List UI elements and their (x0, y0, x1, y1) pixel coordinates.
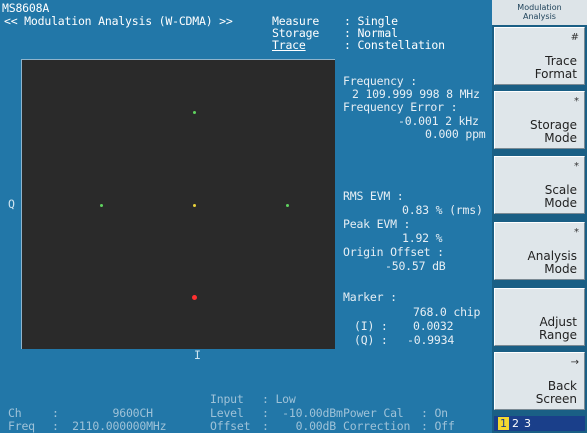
marker-point (191, 294, 197, 300)
constellation-point (192, 203, 196, 207)
analysis-mode-softkey[interactable]: * Analysis Mode (494, 222, 585, 280)
marker-chip: 768.0 chip (413, 305, 481, 319)
correction-label: Correction (343, 419, 411, 433)
marker-label: Marker : (343, 290, 397, 304)
scale-mode-softkey[interactable]: * Scale Mode (494, 156, 585, 214)
freq-error-khz: -0.001 2 kHz (398, 114, 479, 128)
arrow-right-icon: → (570, 357, 579, 368)
measure-label: Measure (272, 14, 320, 28)
select-mark: * (574, 161, 579, 172)
softkey-label: Scale Mode (544, 183, 577, 210)
storage-mode-softkey[interactable]: * Storage Mode (494, 91, 585, 149)
trace-label: Trace (272, 38, 306, 52)
softkey-label: Storage Mode (530, 118, 577, 145)
softkey-menu-title: Modulation Analysis (492, 0, 587, 25)
softkey-label: Trace Format (534, 54, 577, 81)
storage-label: Storage (272, 26, 320, 40)
constellation-point (99, 203, 103, 207)
input-label: Input (210, 392, 244, 406)
submenu-mark: # (570, 32, 579, 43)
origin-offset-label: Origin Offset : (343, 245, 444, 259)
power-cal-value: : On (421, 406, 448, 420)
freq-label: Freq (8, 419, 35, 433)
rms-evm-label: RMS EVM : (343, 189, 404, 203)
marker-i-label: (I) : (354, 319, 388, 333)
offset-label: Offset (210, 419, 251, 433)
trace-value: : Constellation (344, 38, 445, 52)
marker-q-label: (Q) : (354, 333, 388, 347)
freq-error-label: Frequency Error : (343, 100, 458, 114)
page-2-indicator: 2 (512, 417, 519, 430)
freq-error-ppm: 0.000 ppm (425, 127, 486, 141)
marker-q-value: -0.9934 (407, 333, 455, 347)
softkey-panel: Modulation Analysis # Trace Format * Sto… (492, 0, 587, 433)
select-mark: * (574, 96, 579, 107)
adjust-range-softkey[interactable]: Adjust Range (494, 288, 585, 346)
constellation-point (192, 110, 196, 114)
softkey-label: Back Screen (535, 379, 577, 406)
ch-value: : 9600CH (52, 406, 153, 420)
marker-i-value: 0.0032 (413, 319, 454, 333)
model-label: MS8608A (2, 1, 50, 15)
softkey-title-line1: Modulation (517, 3, 562, 12)
trace-format-softkey[interactable]: # Trace Format (494, 27, 585, 85)
frequency-label: Frequency : (343, 74, 417, 88)
mode-title: << Modulation Analysis (W-CDMA) >> (4, 14, 233, 28)
freq-value: : 2110.000000MHz (52, 419, 167, 433)
frequency-value: 2 109.999 998 8 MHz (352, 87, 480, 101)
rms-evm-value: 0.83 % (rms) (402, 203, 483, 217)
ch-label: Ch (8, 406, 22, 420)
q-axis-label: Q (8, 197, 15, 211)
offset-value: : 0.00dB (262, 419, 336, 433)
measure-value: : Single (344, 14, 398, 28)
constellation-plot (21, 59, 335, 349)
softkey-label: Adjust Range (538, 315, 577, 342)
level-label: Level (210, 406, 244, 420)
page-3-indicator: 3 (524, 417, 531, 430)
origin-offset-value: -50.57 dB (385, 259, 446, 273)
softkey-page-indicator: 1 2 3 (494, 416, 585, 431)
select-mark: * (574, 227, 579, 238)
level-value: : -10.00dBm (262, 406, 343, 420)
constellation-point (285, 203, 289, 207)
storage-value: : Normal (344, 26, 398, 40)
peak-evm-value: 1.92 % (402, 231, 443, 245)
page-1-indicator: 1 (498, 417, 509, 430)
softkey-title-line2: Analysis (523, 12, 556, 21)
softkey-label: Analysis Mode (527, 249, 577, 276)
analyzer-screen: MS8608A << Modulation Analysis (W-CDMA) … (0, 0, 492, 433)
correction-value: : Off (421, 419, 455, 433)
i-axis-label: I (194, 348, 201, 362)
power-cal-label: Power Cal (343, 406, 404, 420)
back-screen-softkey[interactable]: → Back Screen (494, 352, 585, 410)
input-value: : Low (262, 392, 296, 406)
peak-evm-label: Peak EVM : (343, 217, 411, 231)
